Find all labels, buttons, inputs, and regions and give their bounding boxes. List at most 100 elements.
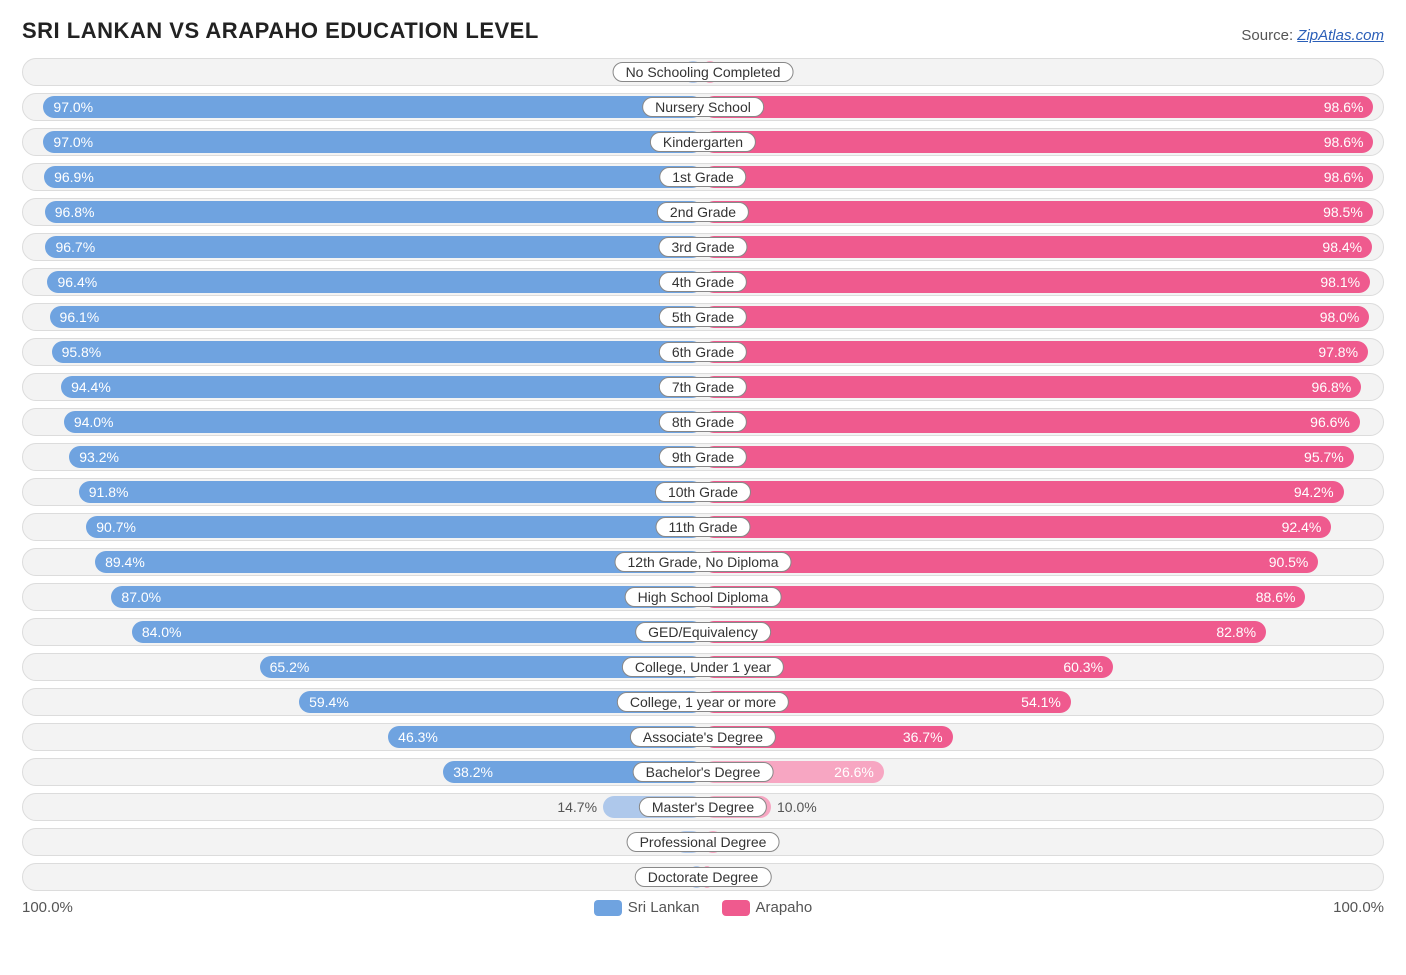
legend-item-right: Arapaho (722, 899, 813, 916)
category-label: Professional Degree (627, 832, 780, 852)
bar-left (43, 96, 703, 118)
category-label: High School Diploma (625, 587, 782, 607)
category-label: College, 1 year or more (617, 692, 789, 712)
bar-right (703, 376, 1361, 398)
bar-right (703, 96, 1373, 118)
bar-right (703, 236, 1372, 258)
value-left: 46.3% (398, 729, 438, 745)
category-label: No Schooling Completed (613, 62, 794, 82)
value-left: 65.2% (270, 659, 310, 675)
chart-row: 84.0%82.8%GED/Equivalency (22, 618, 1384, 646)
bar-left (50, 306, 703, 328)
category-label: 4th Grade (659, 272, 747, 292)
bar-right (703, 586, 1305, 608)
legend-label-left: Sri Lankan (628, 899, 700, 916)
value-right: 90.5% (1269, 554, 1309, 570)
chart-row: 96.9%98.6%1st Grade (22, 163, 1384, 191)
value-right: 10.0% (777, 799, 817, 815)
category-label: 5th Grade (659, 307, 747, 327)
chart-row: 3.0%2.1%No Schooling Completed (22, 58, 1384, 86)
bar-right (703, 166, 1373, 188)
bar-left (111, 586, 703, 608)
chart-row: 90.7%92.4%11th Grade (22, 513, 1384, 541)
value-left: 94.4% (71, 379, 111, 395)
value-left: 94.0% (74, 414, 114, 430)
chart-row: 97.0% 98.6% Kindergarten (22, 128, 1384, 156)
category-label: Kindergarten (650, 132, 756, 152)
bar-left (45, 236, 703, 258)
value-right: 97.8% (1318, 344, 1358, 360)
bar-left (69, 446, 703, 468)
chart-row: 95.8% 97.8% 6th Grade (22, 338, 1384, 366)
value-right: 92.4% (1282, 519, 1322, 535)
value-left: 93.2% (79, 449, 119, 465)
bar-left (44, 166, 703, 188)
value-left: 96.8% (55, 204, 95, 220)
legend: Sri Lankan Arapaho (594, 899, 812, 916)
value-right: 98.6% (1324, 169, 1364, 185)
value-left: 97.0% (53, 134, 93, 150)
chart-header: SRI LANKAN VS ARAPAHO EDUCATION LEVEL So… (22, 18, 1384, 44)
category-label: 7th Grade (659, 377, 747, 397)
value-left: 89.4% (105, 554, 145, 570)
chart-row: 97.0%98.6%Nursery School (22, 93, 1384, 121)
bar-right (703, 481, 1344, 503)
category-label: 2nd Grade (657, 202, 749, 222)
chart-row: 38.2%26.6%Bachelor's Degree (22, 758, 1384, 786)
chart-row: 1.9%1.2%Doctorate Degree (22, 863, 1384, 891)
value-left: 91.8% (89, 484, 129, 500)
value-right: 60.3% (1063, 659, 1103, 675)
value-right: 98.6% (1324, 99, 1364, 115)
value-right: 36.7% (903, 729, 943, 745)
bar-right (703, 411, 1360, 433)
legend-item-left: Sri Lankan (594, 899, 700, 916)
bar-left (64, 411, 703, 433)
axis-right-max: 100.0% (1333, 899, 1384, 916)
value-right: 98.6% (1324, 134, 1364, 150)
value-left: 95.8% (62, 344, 102, 360)
value-left: 96.4% (57, 274, 97, 290)
chart-row: 96.8%98.5%2nd Grade (22, 198, 1384, 226)
category-label: College, Under 1 year (622, 657, 784, 677)
chart-footer: 100.0% Sri Lankan Arapaho 100.0% (22, 899, 1384, 916)
bar-right (703, 551, 1318, 573)
category-label: 12th Grade, No Diploma (615, 552, 792, 572)
value-right: 95.7% (1304, 449, 1344, 465)
value-left: 97.0% (53, 99, 93, 115)
value-right: 98.1% (1320, 274, 1360, 290)
category-label: 11th Grade (655, 517, 750, 537)
category-label: 9th Grade (659, 447, 747, 467)
bar-right (703, 621, 1266, 643)
chart-row: 91.8%94.2%10th Grade (22, 478, 1384, 506)
chart-row: 89.4% 90.5% 12th Grade, No Diploma (22, 548, 1384, 576)
category-label: 3rd Grade (658, 237, 747, 257)
chart-row: 4.3%2.9%Professional Degree (22, 828, 1384, 856)
bar-left (86, 516, 703, 538)
category-label: 6th Grade (659, 342, 747, 362)
category-label: 1st Grade (659, 167, 746, 187)
value-left: 14.7% (557, 799, 597, 815)
source-link[interactable]: ZipAtlas.com (1297, 27, 1384, 44)
source-prefix: Source: (1241, 27, 1297, 44)
chart-row: 87.0%88.6%High School Diploma (22, 583, 1384, 611)
bar-left (95, 551, 703, 573)
value-left: 38.2% (453, 764, 493, 780)
category-label: Associate's Degree (630, 727, 776, 747)
chart-row: 96.7%98.4%3rd Grade (22, 233, 1384, 261)
value-right: 88.6% (1256, 589, 1296, 605)
bar-right (703, 271, 1370, 293)
value-left: 96.1% (60, 309, 100, 325)
bar-left (132, 621, 703, 643)
value-left: 96.7% (55, 239, 95, 255)
value-right: 98.0% (1320, 309, 1360, 325)
bar-right (703, 201, 1373, 223)
chart-row: 65.2% 60.3% College, Under 1 year (22, 653, 1384, 681)
chart-row: 59.4%54.1%College, 1 year or more (22, 688, 1384, 716)
legend-swatch-left (594, 900, 622, 916)
chart-row: 94.0%96.6%8th Grade (22, 408, 1384, 436)
bar-left (79, 481, 703, 503)
value-right: 54.1% (1021, 694, 1061, 710)
chart-title: SRI LANKAN VS ARAPAHO EDUCATION LEVEL (22, 18, 539, 44)
category-label: Master's Degree (639, 797, 767, 817)
value-right: 96.8% (1312, 379, 1352, 395)
